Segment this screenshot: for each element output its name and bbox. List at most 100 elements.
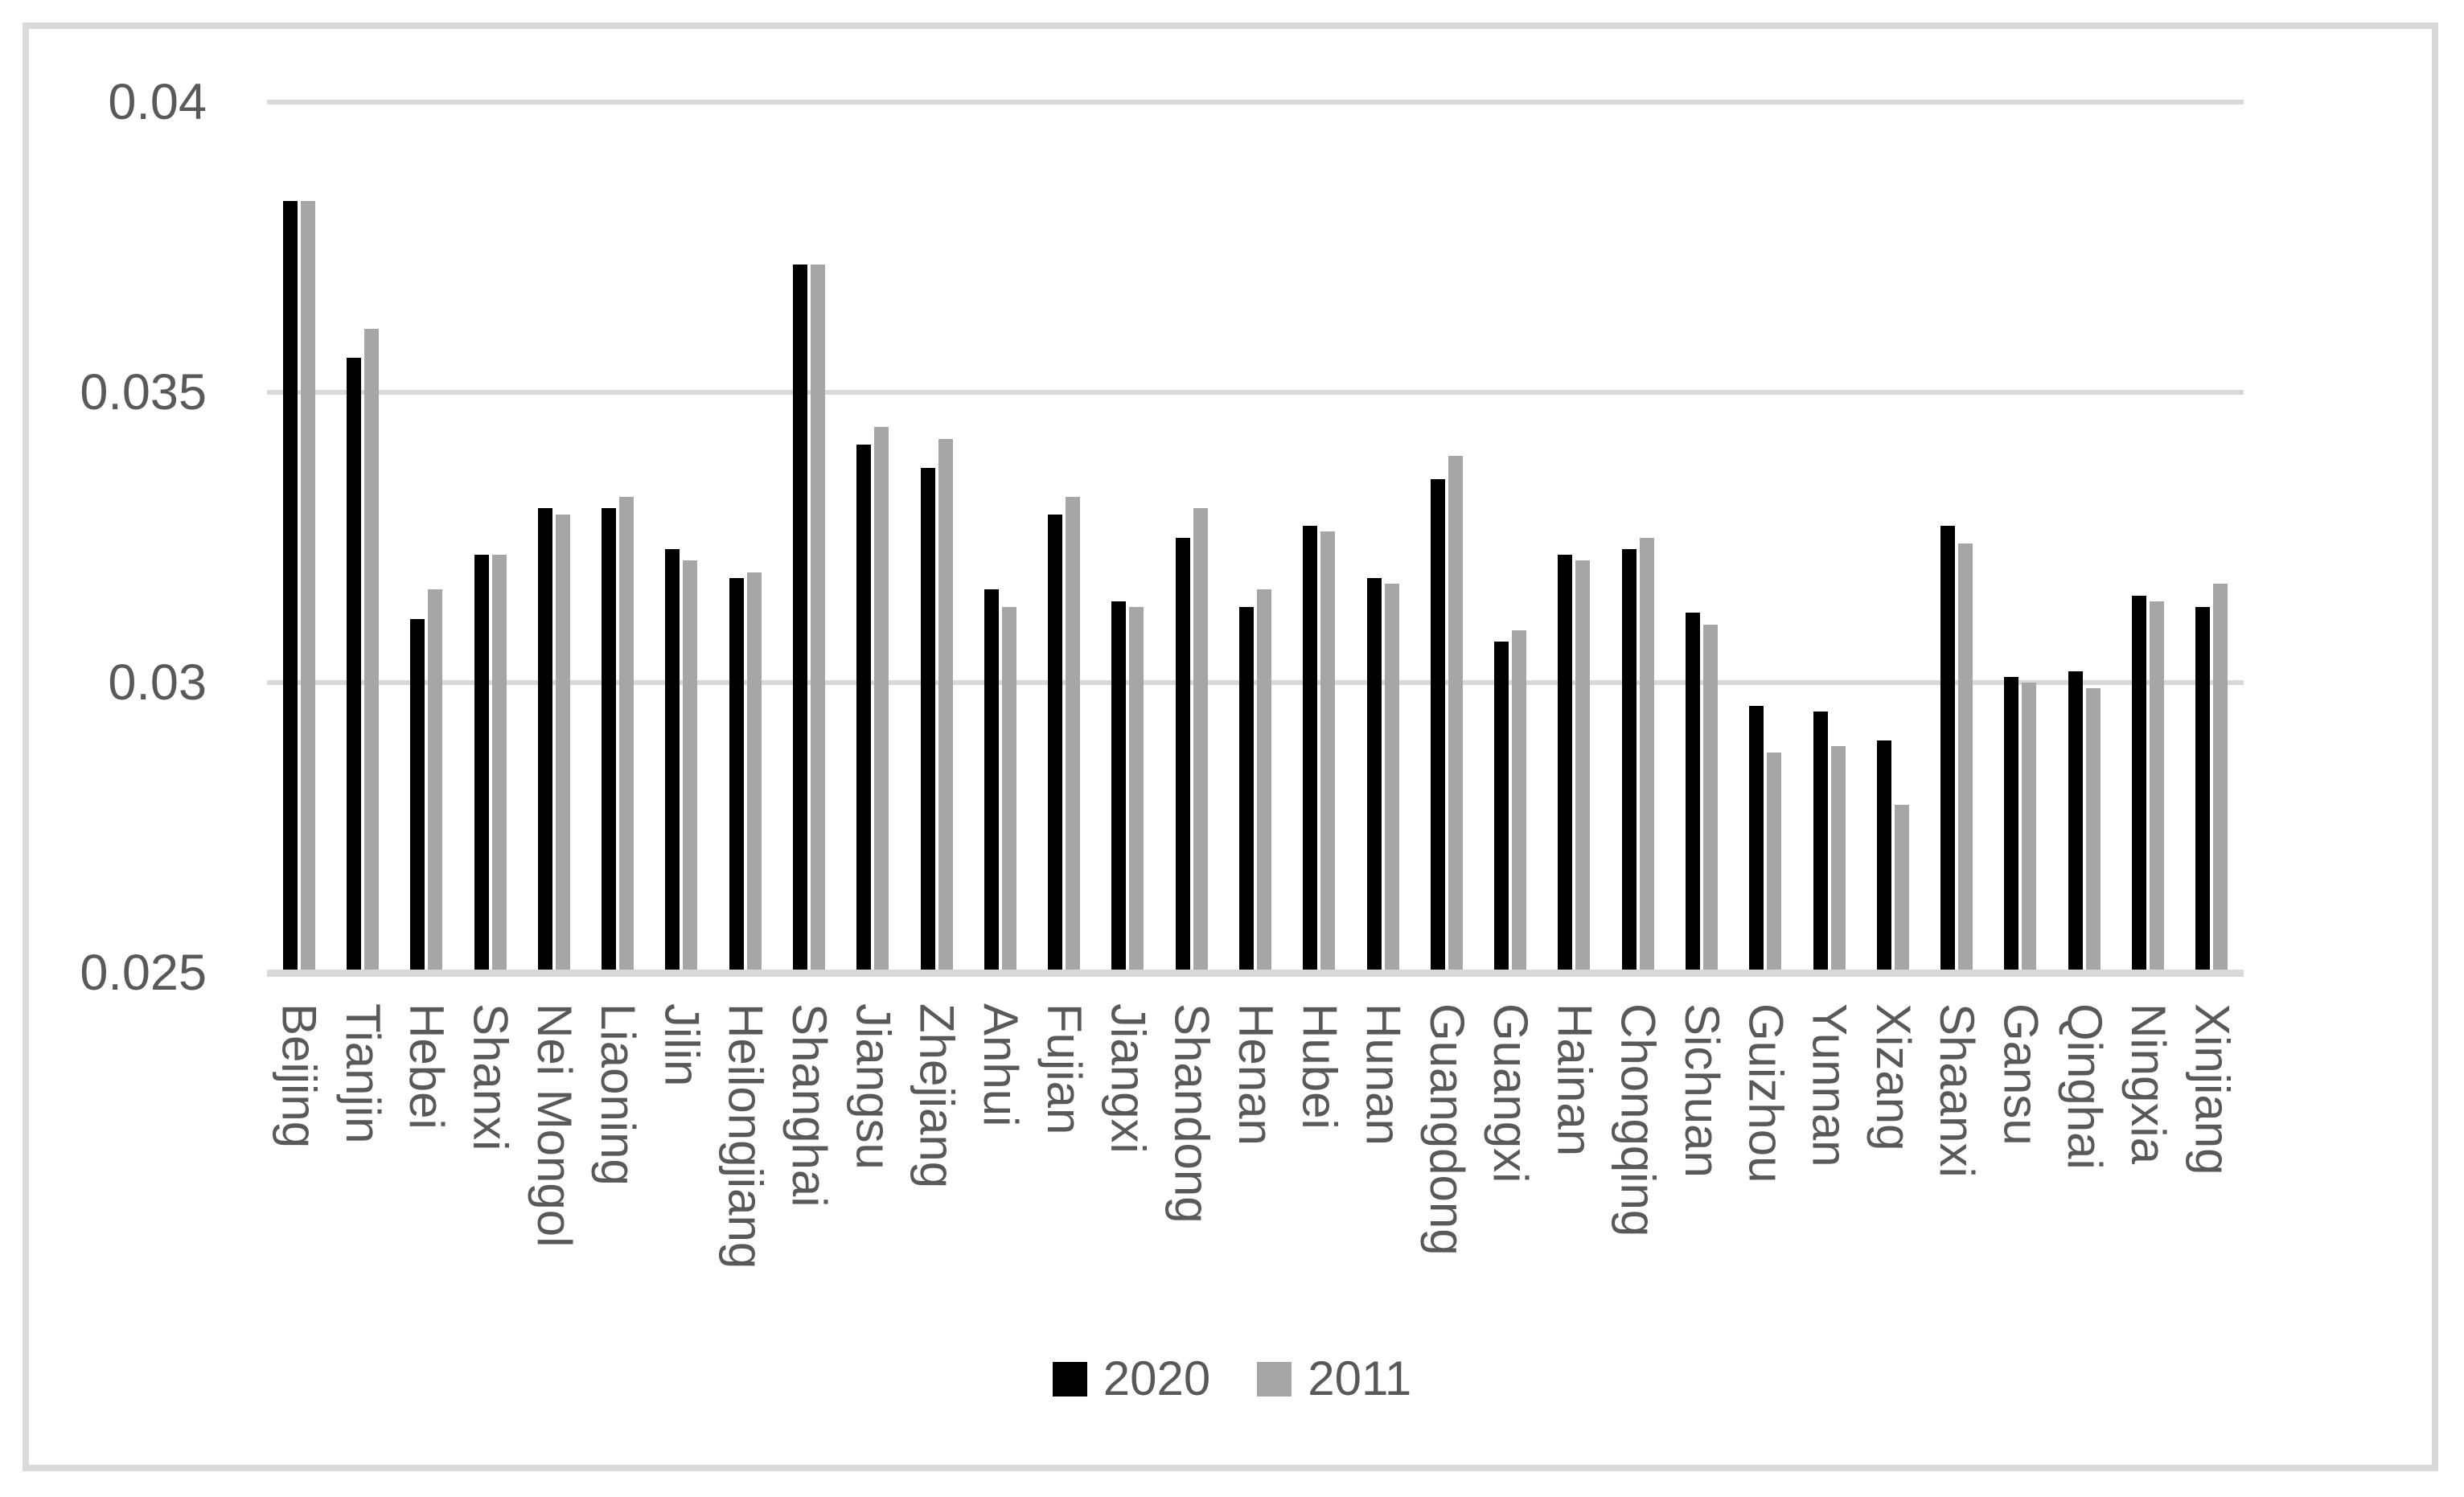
bar-2011-xinjiang [2213, 584, 2228, 973]
bar-2011-liaoning [619, 496, 634, 973]
x-tick-label-yunnan: Yunnan [1802, 1003, 1857, 1167]
x-tick-label-hainan: Hainan [1547, 1003, 1602, 1157]
bar-2011-guangdong [1448, 456, 1463, 973]
x-tick-label-beijing: Beijing [272, 1003, 326, 1149]
bar-2020-ningxia [2132, 595, 2147, 973]
bar-2020-jiangxi [1111, 601, 1127, 973]
bar-2020-xizang [1876, 740, 1891, 973]
legend-swatch-2011 [1257, 1361, 1292, 1397]
bar-2020-yunnan [1813, 712, 1828, 973]
bar-2020-chongqing [1621, 548, 1637, 973]
bar-2011-shandong [1193, 508, 1208, 973]
bar-2020-shanxi [474, 555, 489, 973]
legend-label-2020: 2020 [1103, 1351, 1211, 1405]
x-tick-label-sichuan: Sichuan [1675, 1003, 1730, 1178]
x-tick-label-chongqing: Chongqing [1611, 1003, 1665, 1237]
bar-2020-anhui [984, 589, 999, 973]
x-tick-label-shandong: Shandong [1164, 1003, 1219, 1224]
bar-2011-nei-mongol [555, 514, 570, 973]
bar-2020-hunan [1366, 578, 1382, 973]
bar-2020-shanghai [792, 265, 807, 973]
bar-2020-qinghai [2068, 671, 2083, 973]
bar-2011-henan [1257, 589, 1271, 973]
bar-2020-guangdong [1430, 479, 1445, 973]
bar-2011-hunan [1384, 584, 1399, 973]
bar-2011-shanghai [810, 265, 825, 973]
x-tick-label-shanghai: Shanghai [782, 1003, 836, 1208]
bar-2020-tianjin [346, 357, 361, 973]
bar-2020-liaoning [602, 508, 617, 973]
bar-2020-henan [1239, 607, 1254, 973]
bar-2011-shaanxi [1958, 543, 1973, 973]
x-tick-label-jiangsu: Jiangsu [846, 1003, 901, 1170]
x-tick-label-guangxi: Guangxi [1484, 1003, 1538, 1183]
x-tick-label-liaoning: Liaoning [591, 1003, 646, 1186]
x-tick-label-hunan: Hunan [1356, 1003, 1411, 1146]
bar-2020-sichuan [1686, 613, 1701, 973]
x-tick-label-jilin: Jilin [655, 1003, 709, 1087]
gridline-0.04 [267, 100, 2244, 105]
bar-2011-hubei [1320, 531, 1336, 973]
bar-2020-gansu [2004, 676, 2019, 973]
y-tick-label-0.03: 0.03 [108, 654, 207, 711]
bar-2011-sichuan [1703, 624, 1719, 973]
gridline-0.035 [267, 390, 2244, 395]
x-tick-label-gansu: Gansu [1994, 1003, 2048, 1146]
bar-2011-anhui [1001, 607, 1016, 973]
x-tick-label-qinghai: Qinghai [2057, 1003, 2112, 1170]
bar-2020-heilongjiang [729, 578, 744, 973]
bar-2011-hebei [428, 589, 443, 973]
bar-2011-fujian [1066, 496, 1081, 973]
bar-2011-heilongjiang [746, 572, 762, 973]
bar-2020-zhejiang [920, 467, 935, 973]
bar-2011-yunnan [1830, 746, 1846, 973]
y-tick-label-0.025: 0.025 [80, 945, 207, 1001]
bar-2020-xinjiang [2195, 607, 2211, 973]
x-axis-line [267, 970, 2244, 977]
bar-2020-fujian [1048, 514, 1063, 973]
legend-label-2011: 2011 [1308, 1351, 1412, 1405]
x-tick-label-henan: Henan [1228, 1003, 1283, 1146]
x-tick-label-guangdong: Guangdong [1419, 1003, 1474, 1256]
legend-item-2011: 2011 [1257, 1355, 1411, 1403]
x-tick-label-nei-mongol: Nei Mongol [527, 1003, 581, 1248]
bar-2020-beijing [282, 200, 298, 973]
x-tick-label-tianjin: Tianjin [335, 1003, 390, 1144]
legend-swatch-2020 [1052, 1361, 1087, 1397]
bar-2011-tianjin [363, 328, 379, 973]
bar-2011-xizang [1894, 804, 1909, 973]
legend-item-2020: 2020 [1052, 1351, 1211, 1405]
bar-2011-hainan [1575, 560, 1591, 973]
bar-2011-jilin [683, 560, 698, 973]
bar-2011-ningxia [2150, 601, 2165, 973]
x-tick-label-shanxi: Shanxi [463, 1003, 518, 1151]
bar-2011-shanxi [491, 555, 507, 973]
x-tick-label-hubei: Hubei [1292, 1003, 1347, 1130]
bar-2020-guizhou [1749, 705, 1764, 973]
x-tick-label-ningxia: Ningxia [2121, 1003, 2176, 1165]
bar-2020-hubei [1303, 526, 1318, 973]
bar-2011-chongqing [1639, 537, 1654, 973]
bar-2011-zhejiang [938, 438, 953, 973]
bar-2011-gansu [2022, 683, 2037, 973]
x-tick-label-hebei: Hebei [400, 1003, 454, 1130]
bar-2020-shaanxi [1940, 526, 1956, 973]
y-tick-label-0.035: 0.035 [80, 364, 207, 420]
bar-2020-jilin [665, 548, 680, 973]
bar-2020-guangxi [1494, 642, 1509, 973]
x-tick-label-jiangxi: Jiangxi [1101, 1003, 1156, 1154]
bar-2020-hebei [410, 618, 425, 973]
x-tick-label-zhejiang: Zhejiang [910, 1003, 964, 1189]
x-tick-label-guizhou: Guizhou [1739, 1003, 1793, 1183]
bar-2011-guangxi [1512, 630, 1527, 973]
x-tick-label-anhui: Anhui [973, 1003, 1028, 1127]
x-tick-label-xinjiang: Xinjiang [2185, 1003, 2240, 1175]
x-tick-label-shaanxi: Shaanxi [1930, 1003, 1985, 1178]
x-tick-label-heilongjiang: Heilongjiang [718, 1003, 773, 1269]
bar-2011-guizhou [1767, 752, 1782, 973]
bar-2011-qinghai [2085, 688, 2101, 973]
bar-2011-beijing [300, 200, 315, 973]
bar-2011-jiangxi [1129, 607, 1144, 973]
bar-2020-shandong [1175, 537, 1190, 973]
x-tick-label-xizang: Xizang [1866, 1003, 1920, 1151]
